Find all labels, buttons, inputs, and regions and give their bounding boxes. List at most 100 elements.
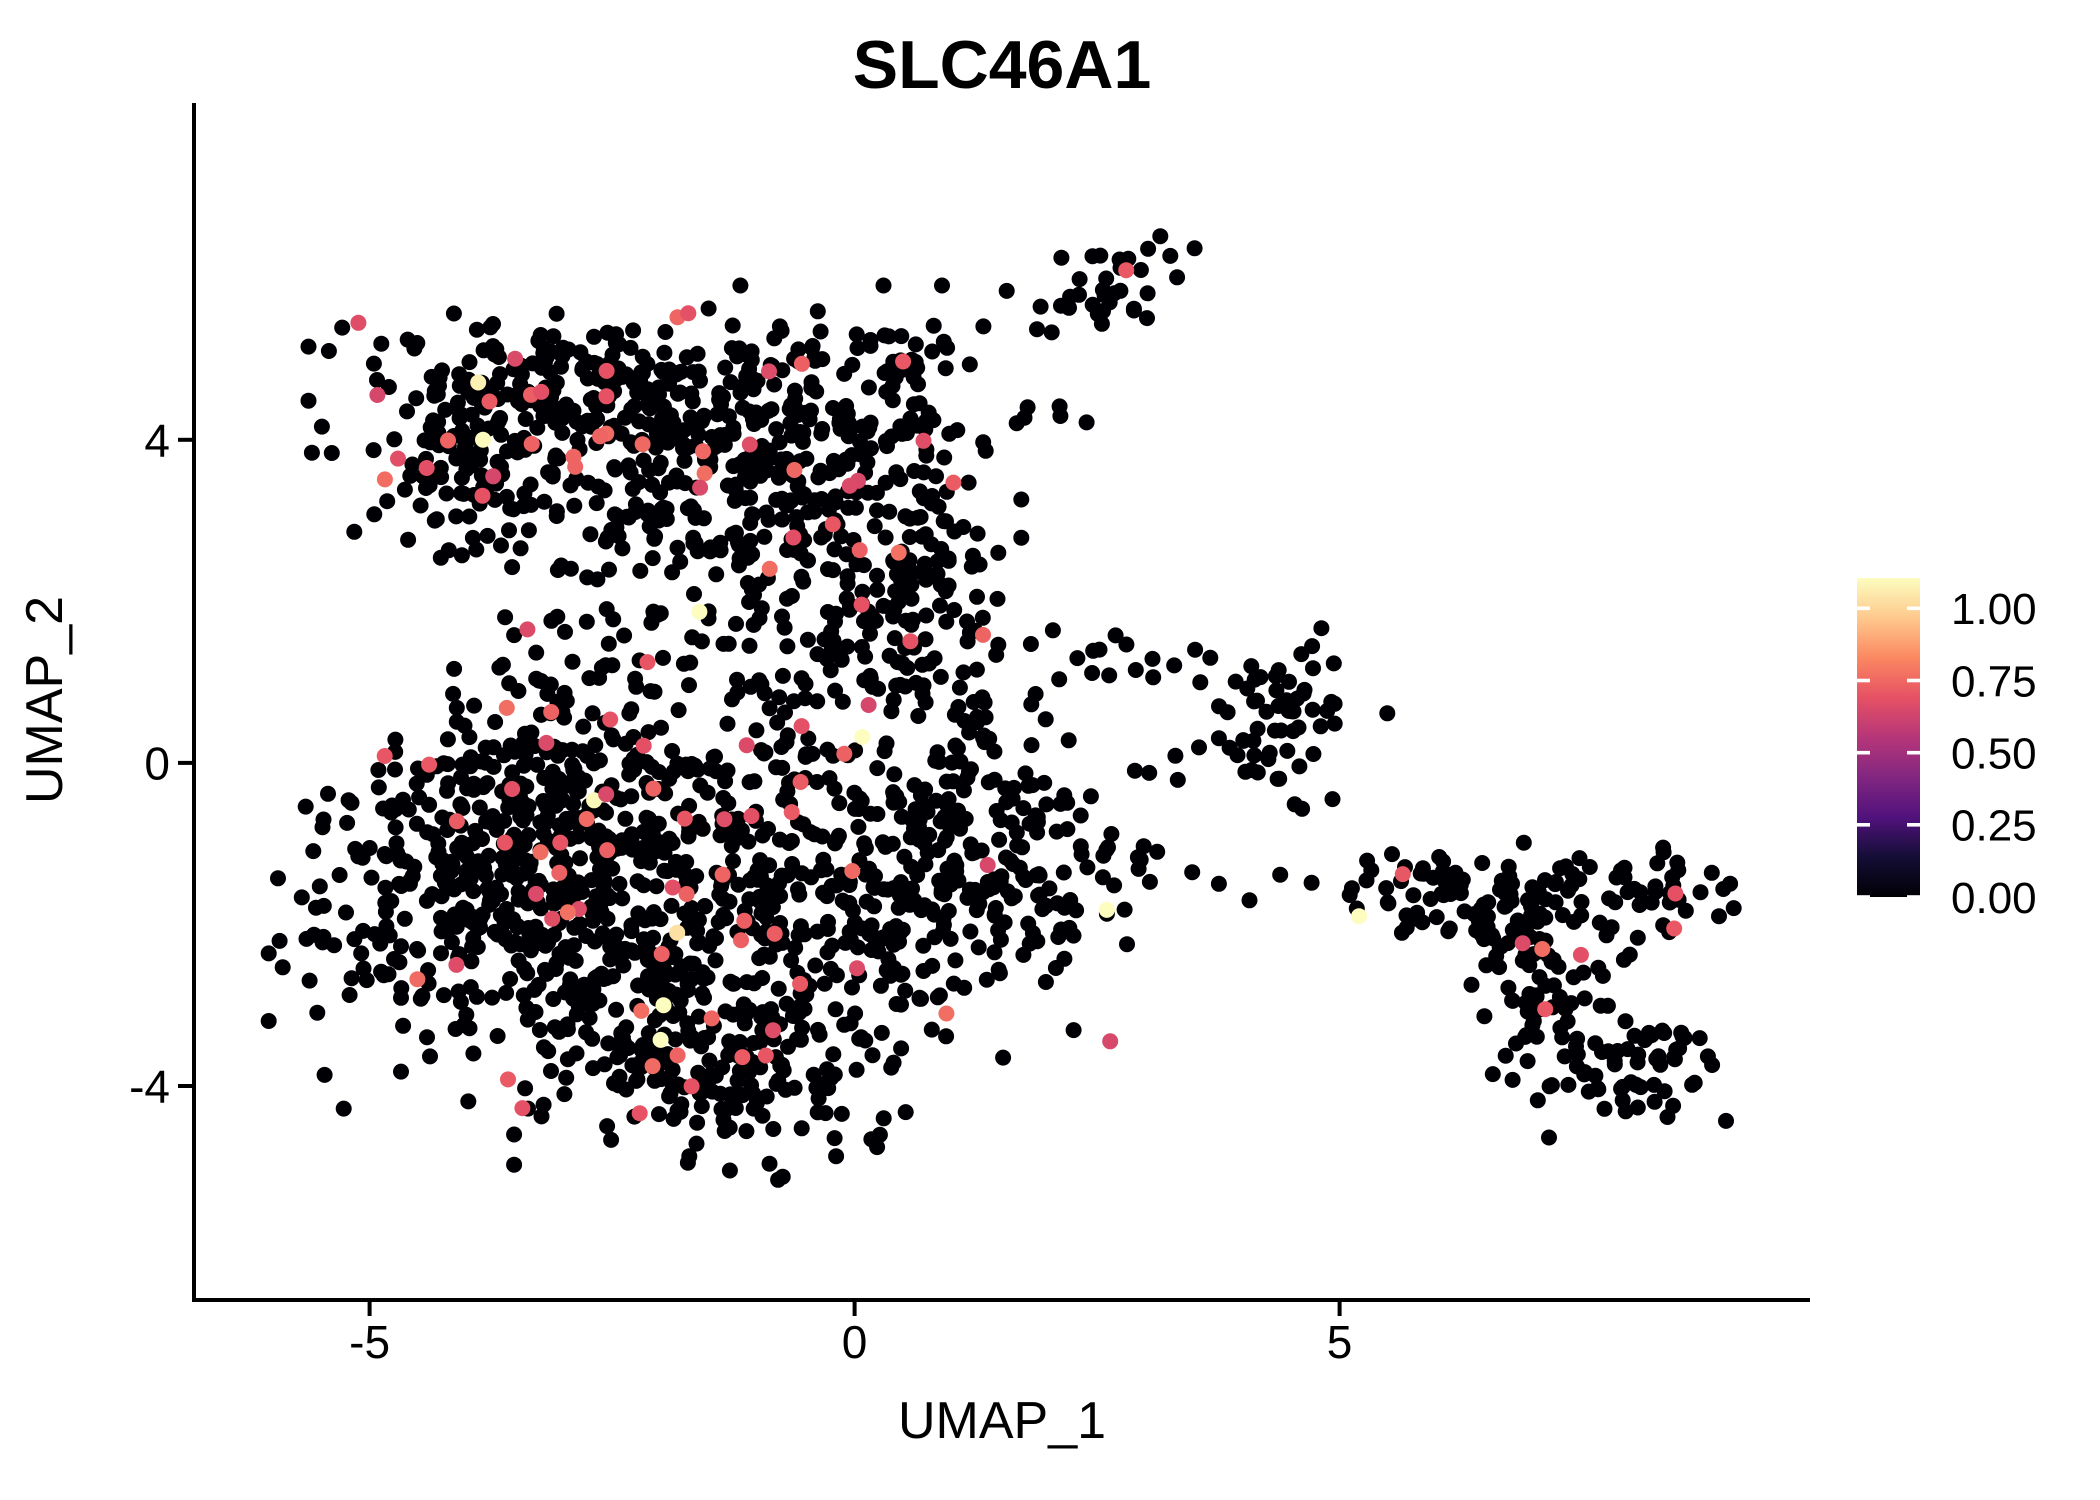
umap-point [419,1029,435,1046]
umap-point [1029,321,1045,338]
umap-point [1094,869,1111,886]
umap-point [965,890,982,907]
umap-point [549,747,566,764]
umap-point [800,730,817,747]
umap-point [736,1015,753,1032]
umap-point [669,1102,686,1119]
umap-point [761,442,778,459]
umap-point [733,932,749,949]
umap-point [857,840,874,857]
umap-point [1296,681,1313,698]
umap-point [771,689,788,706]
umap-point [641,400,658,417]
umap-point [781,401,798,417]
umap-point [771,831,788,848]
umap-point [925,412,942,429]
umap-point [1441,920,1458,937]
umap-point [1037,711,1054,728]
colorbar-tick-mark [1857,678,1870,683]
umap-point [589,571,606,588]
umap-point [910,708,927,724]
umap-point [387,731,404,748]
umap-point [771,318,788,335]
umap-point [1268,682,1285,699]
umap-point [298,930,315,947]
umap-point [435,987,452,1004]
umap-point [528,644,545,661]
umap-point [339,814,356,831]
umap-point [1271,770,1288,787]
umap-point [655,649,671,666]
umap-point [986,944,1003,961]
umap-point [1162,247,1179,264]
umap-point [796,926,813,943]
umap-point [557,984,573,1001]
umap-point [731,1087,748,1104]
umap-point [274,959,291,976]
umap-point [1305,660,1321,677]
umap-point [1037,974,1054,990]
umap-point [1667,885,1684,902]
umap-point [492,907,509,924]
umap-point [663,897,680,914]
umap-point [1655,839,1672,856]
umap-point [770,1171,787,1188]
umap-point [395,791,411,808]
umap-point [598,388,615,405]
umap-point [1379,705,1396,722]
umap-point [729,1072,746,1089]
umap-point [731,340,748,357]
umap-point [461,354,478,371]
umap-point [620,509,637,526]
umap-point [517,725,533,742]
umap-point [785,693,802,710]
umap-point [1149,843,1166,860]
umap-point [757,744,774,761]
umap-point [962,923,979,940]
umap-point [1475,896,1492,913]
umap-point [1020,777,1037,794]
x-tick-label: 0 [842,1316,868,1368]
umap-point [376,471,393,488]
umap-point [1692,884,1709,901]
umap-point [552,834,569,851]
umap-point [566,497,583,514]
umap-point [402,467,419,484]
umap-point [519,1011,536,1028]
umap-point [776,619,793,636]
umap-point [809,923,826,940]
umap-point [951,679,968,696]
umap-point [1504,992,1521,1009]
umap-point [690,1008,707,1025]
umap-point [468,541,485,558]
umap-point [602,951,619,968]
umap-point [935,923,951,939]
umap-point [945,975,962,992]
umap-point [646,1072,663,1089]
umap-point [946,602,963,618]
umap-point [1022,636,1039,652]
umap-point [1089,306,1106,322]
umap-point [904,890,921,907]
umap-point [581,670,598,687]
umap-point [883,428,900,445]
umap-point [763,401,780,418]
umap-point [1500,979,1517,996]
umap-point [334,319,351,336]
colorbar-tick-mark [1857,750,1870,755]
umap-point [838,590,855,607]
umap-point [1636,1032,1653,1049]
umap-point [468,988,485,1005]
umap-point [1474,855,1491,871]
umap-point [824,516,841,533]
umap-point [864,1047,881,1064]
umap-point [798,450,815,467]
umap-point [1043,324,1060,341]
umap-point [1169,269,1186,286]
umap-point [683,756,700,772]
y-axis-ticks: 4 0 -4 [129,414,192,1113]
umap-point [1210,730,1227,747]
umap-point [793,568,810,585]
umap-point [812,323,829,340]
umap-point [575,718,592,735]
